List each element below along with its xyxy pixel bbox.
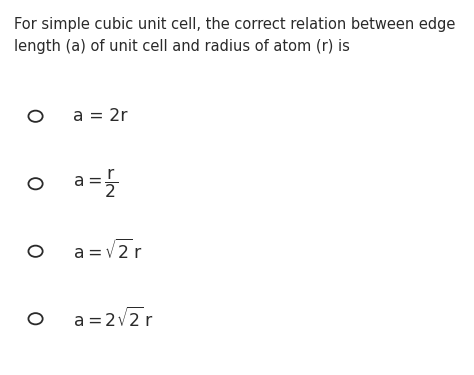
Text: $\mathrm{a} = \sqrt{2}\,\mathrm{r}$: $\mathrm{a} = \sqrt{2}\,\mathrm{r}$	[73, 239, 143, 263]
Text: length (a) of unit cell and radius of atom (r) is: length (a) of unit cell and radius of at…	[14, 39, 350, 54]
Text: For simple cubic unit cell, the correct relation between edge: For simple cubic unit cell, the correct …	[14, 17, 456, 32]
Text: a = 2r: a = 2r	[73, 107, 128, 125]
Text: $\mathrm{a} = \dfrac{\mathrm{r}}{2}$: $\mathrm{a} = \dfrac{\mathrm{r}}{2}$	[73, 167, 118, 201]
Text: $\mathrm{a} = 2\sqrt{2}\,\mathrm{r}$: $\mathrm{a} = 2\sqrt{2}\,\mathrm{r}$	[73, 307, 154, 331]
